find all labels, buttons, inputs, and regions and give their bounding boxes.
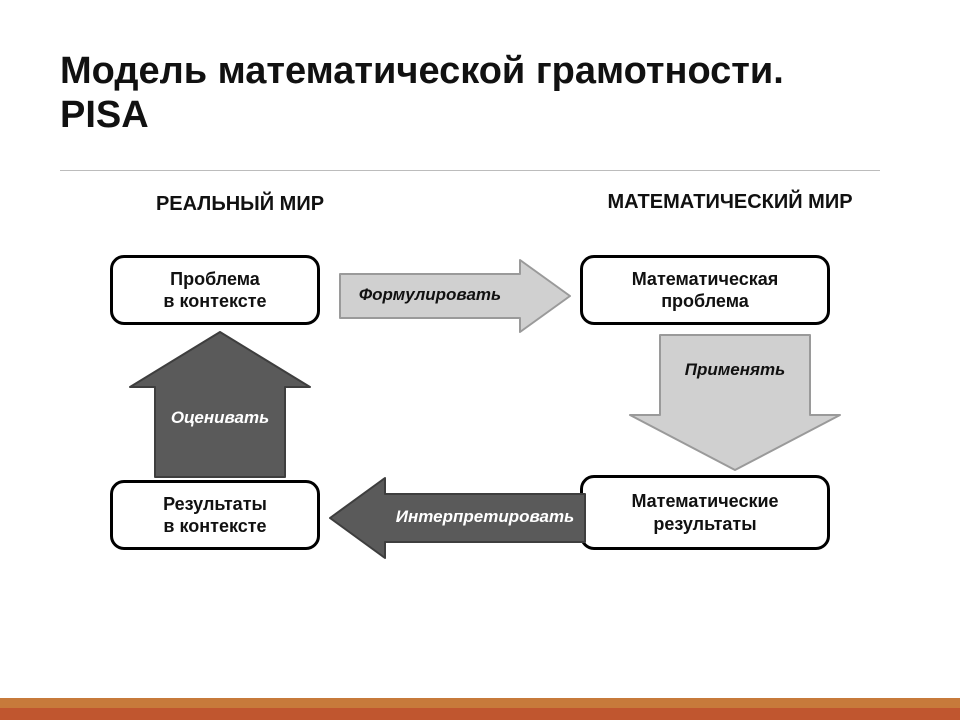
column-header-math-world: МАТЕМАТИЧЕСКИЙ МИР	[580, 190, 880, 214]
arrow-formulate	[340, 260, 570, 332]
slide-title-line1: Модель математической грамотности.	[60, 50, 784, 92]
column-header-real-world: РЕАЛЬНЫЙ МИР	[120, 192, 360, 216]
slide-title-line2: PISA	[60, 94, 149, 136]
footer-stripe-inner	[0, 708, 960, 720]
arrow-interpret	[330, 478, 585, 558]
title-underline	[60, 170, 880, 171]
column-header-math-world-label: МАТЕМАТИЧЕСКИЙ МИР	[607, 191, 852, 213]
node-math-results: Математическиерезультаты	[580, 475, 830, 550]
node-results-in-context: Результатыв контексте	[110, 480, 320, 550]
slide-title: Модель математической грамотности. PISA	[60, 50, 880, 137]
column-header-real-world-label: РЕАЛЬНЫЙ МИР	[156, 193, 324, 215]
node-math-problem: Математическаяпроблема	[580, 255, 830, 325]
arrow-evaluate	[130, 332, 310, 477]
slide: Модель математической грамотности. PISA …	[0, 0, 960, 720]
arrow-apply	[630, 335, 840, 470]
node-problem-in-context: Проблемав контексте	[110, 255, 320, 325]
